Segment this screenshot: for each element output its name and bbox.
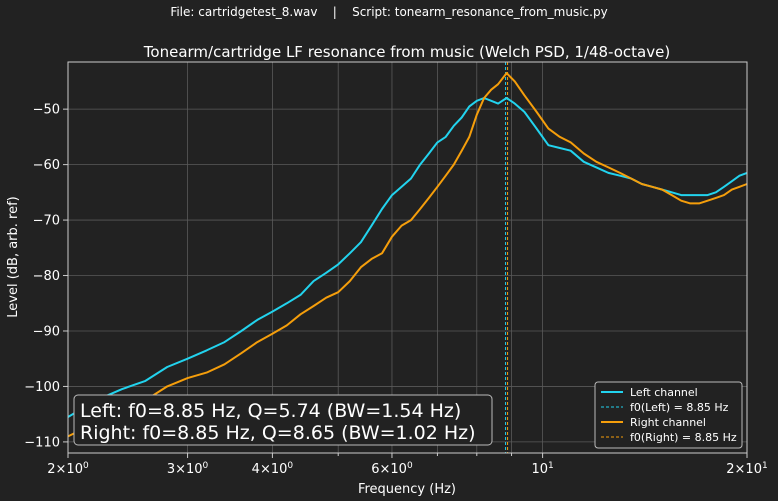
x-tick-label: 3×100 xyxy=(167,461,209,477)
y-tick-label: −80 xyxy=(33,269,60,284)
legend-label-left: Left channel xyxy=(630,386,698,399)
x-axis-ticks: 2×100 3×100 4×100 6×100 101 2×101 xyxy=(47,453,768,477)
legend-label-right: Right channel xyxy=(630,416,706,429)
plot-frame xyxy=(67,61,748,454)
series-line-left xyxy=(67,97,748,418)
file-name: File: cartridgetest_8.wav xyxy=(170,5,318,19)
title-separator: | xyxy=(332,5,337,19)
x-tick-label: 4×100 xyxy=(252,461,294,477)
legend-label-f0-right: f0(Right) = 8.85 Hz xyxy=(630,431,737,444)
script-name: Script: tonearm_resonance_from_music.py xyxy=(352,5,608,19)
y-axis-label: Level (dB, arb. ref) xyxy=(6,196,21,318)
y-tick-label: −110 xyxy=(24,435,60,450)
y-tick-label: −100 xyxy=(24,380,60,395)
y-tick-label: −90 xyxy=(33,324,60,339)
annotation-frame xyxy=(73,394,493,446)
x-tick-label: 2×100 xyxy=(47,461,89,477)
legend: Left channel f0(Left) = 8.85 Hz Right ch… xyxy=(594,381,743,449)
annotation-left: Left: f0=8.85 Hz, Q=5.74 (BW=1.54 Hz) xyxy=(80,400,461,422)
plot-area xyxy=(67,62,748,453)
y-axis-ticks: −110 −100 −90 −80 −70 −60 −50 xyxy=(24,103,68,450)
legend-label-f0-left: f0(Left) = 8.85 Hz xyxy=(630,401,729,414)
annotation-right: Right: f0=8.85 Hz, Q=8.65 (BW=1.02 Hz) xyxy=(80,422,476,444)
x-tick-label: 6×100 xyxy=(371,461,413,477)
x-tick-label: 101 xyxy=(531,461,553,477)
x-tick-label: 2×101 xyxy=(726,461,767,477)
series-line-right xyxy=(67,72,748,438)
x-axis-label: Frequency (Hz) xyxy=(358,482,456,497)
y-tick-label: −70 xyxy=(33,214,60,229)
chart-title: Tonearm/cartridge LF resonance from musi… xyxy=(143,43,670,61)
annotation-box: Left: f0=8.85 Hz, Q=5.74 (BW=1.54 Hz) Ri… xyxy=(73,394,493,446)
figure-suptitle: File: cartridgetest_8.wav | Script: tone… xyxy=(0,5,778,19)
y-tick-label: −60 xyxy=(33,158,60,173)
y-tick-label: −50 xyxy=(33,103,60,118)
legend-frame xyxy=(594,381,743,449)
